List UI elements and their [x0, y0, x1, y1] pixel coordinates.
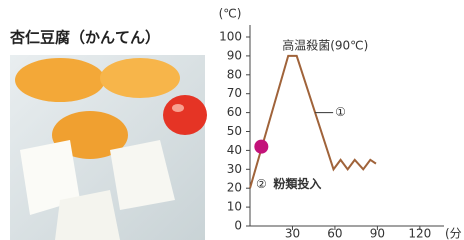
- x-tick-label: 30: [285, 227, 300, 240]
- event-marker: [254, 140, 268, 154]
- y-tick-label: 0: [234, 219, 242, 233]
- photo: [10, 55, 207, 240]
- temperature-line: [250, 56, 376, 188]
- step1-label: ①: [335, 105, 346, 119]
- y-tick-label: 80: [227, 67, 242, 81]
- y-tick-label: 70: [227, 86, 242, 100]
- event-label: 粉類投入: [273, 176, 321, 191]
- x-tick-label: 90: [370, 227, 385, 240]
- page-title: 杏仁豆腐（かんてん）: [9, 29, 160, 47]
- figure: 杏仁豆腐（かんてん） (℃) (分 0 10 20 30 40 50 60 70 80 90 100 30…: [0, 0, 464, 240]
- x-tick-label: 120: [408, 227, 431, 240]
- chart: (℃) (分 0 10 20 30 40 50 60 70 80 90 100 30 60 90 120 高温殺菌…: [219, 7, 462, 240]
- y-tick-label: 40: [227, 143, 242, 157]
- y-tick-label: 60: [227, 105, 242, 119]
- y-tick-label: 10: [227, 200, 242, 214]
- y-tick-label: 50: [227, 124, 242, 138]
- y-axis-label: (℃): [219, 7, 242, 21]
- y-tick-label: 30: [227, 162, 242, 176]
- y-tick-label: 20: [227, 181, 242, 195]
- event-number: ②: [256, 177, 267, 191]
- x-tick-label: 60: [327, 227, 342, 240]
- peak-label: 高温殺菌(90℃): [282, 37, 368, 52]
- y-tick-label: 100: [219, 30, 242, 44]
- x-axis-label: (分: [445, 227, 462, 240]
- y-tick-label: 90: [227, 48, 242, 62]
